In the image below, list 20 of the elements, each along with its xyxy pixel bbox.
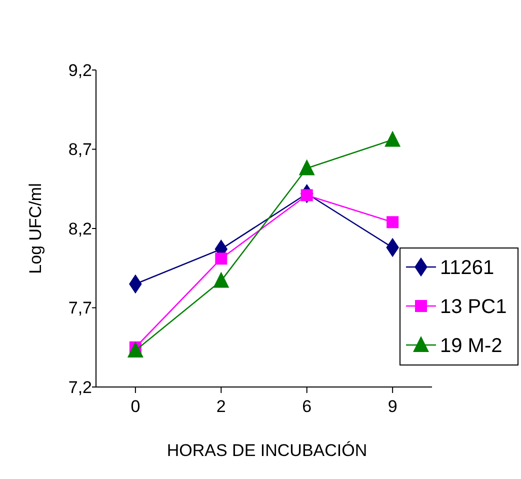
x-tick-label: 6 xyxy=(302,397,312,416)
point xyxy=(386,216,399,228)
y-axis-title: Log UFC/ml xyxy=(26,183,45,274)
y-tick-label: 7,2 xyxy=(68,378,92,397)
point xyxy=(384,130,401,147)
x-tick-label: 9 xyxy=(388,397,398,416)
y-tick-label: 7,7 xyxy=(68,298,92,318)
legend-label: 11261 xyxy=(440,257,494,279)
x-tick-label: 0 xyxy=(130,397,140,416)
y-tick-label: 9,2 xyxy=(68,60,92,80)
point xyxy=(298,159,315,176)
legend-label: 19 M-2 xyxy=(440,335,502,357)
legend-label: 13 PC1 xyxy=(440,296,507,318)
point xyxy=(215,252,228,265)
x-axis-title: HORAS DE INCUBACIÓN xyxy=(166,441,368,460)
point xyxy=(127,342,144,358)
y-tick-label: 8,2 xyxy=(68,219,92,238)
x-tick-label: 2 xyxy=(216,397,226,416)
point xyxy=(213,272,230,288)
y-tick-label: 8,7 xyxy=(68,140,92,160)
